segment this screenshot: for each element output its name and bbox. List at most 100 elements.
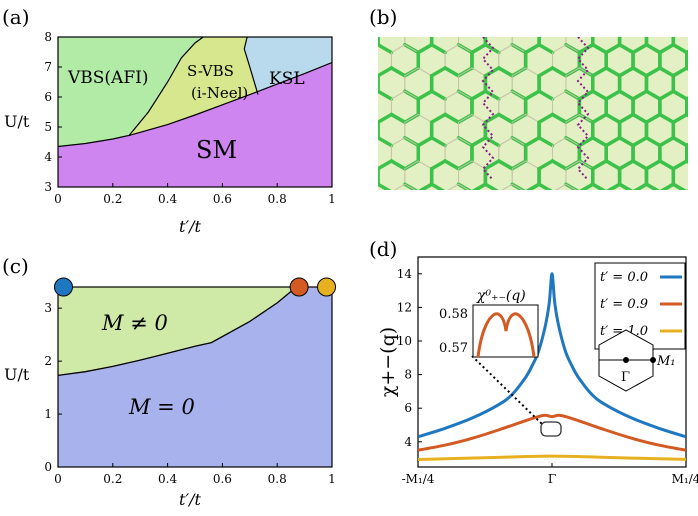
strong-bond xyxy=(604,159,622,171)
y-tick-label: 4 xyxy=(44,150,52,164)
strong-bond xyxy=(646,22,659,30)
strong-bond xyxy=(604,66,622,78)
strong-bond xyxy=(617,182,634,190)
strong-bond xyxy=(684,49,688,55)
x-tick-label: 0.8 xyxy=(268,472,287,486)
strong-bond xyxy=(351,22,364,30)
lattice-cell xyxy=(378,75,379,92)
strong-bond xyxy=(684,96,688,101)
strong-bond xyxy=(606,0,619,6)
panel-c-xlabel: t′/t xyxy=(179,490,201,509)
strong-bond xyxy=(591,112,608,124)
strong-bond xyxy=(472,0,485,6)
strong-bond xyxy=(459,231,472,239)
strong-bond xyxy=(658,43,676,55)
label-m-nonzero: M ≠ 0 xyxy=(101,311,168,335)
strong-bond xyxy=(391,208,404,216)
lattice-cell xyxy=(673,208,698,239)
strong-bond xyxy=(338,115,351,123)
strong-bond xyxy=(593,208,606,216)
strong-bond xyxy=(351,45,364,53)
strong-bond xyxy=(684,112,688,118)
strong-bond xyxy=(617,89,635,101)
strong-bond xyxy=(338,68,351,76)
strong-bond xyxy=(429,159,447,171)
strong-bond xyxy=(483,159,501,171)
panel-c-frame xyxy=(57,286,333,468)
strong-bond xyxy=(553,22,566,30)
strong-bond xyxy=(593,208,606,216)
strong-bond xyxy=(620,22,633,30)
strong-bond xyxy=(671,182,687,190)
strong-bond xyxy=(644,43,662,55)
label-vbs: VBS(AFI) xyxy=(67,68,148,88)
lattice-cell xyxy=(687,231,698,262)
strong-bond xyxy=(391,208,404,216)
lattice-cell xyxy=(593,208,620,239)
strong-bond xyxy=(658,136,676,148)
strong-bond xyxy=(405,208,418,216)
strong-bond xyxy=(472,231,485,239)
strong-bond xyxy=(591,159,608,171)
region-m-nonzero xyxy=(58,287,297,376)
strong-bond xyxy=(378,112,394,124)
strong-bond xyxy=(459,22,472,30)
strong-bond xyxy=(553,22,566,30)
strong-bond xyxy=(537,159,555,171)
strong-bond xyxy=(483,182,499,190)
strong-bond xyxy=(378,182,392,190)
strong-bond xyxy=(351,68,364,76)
strong-bond xyxy=(405,254,418,262)
strong-bond xyxy=(566,208,579,216)
strong-bond xyxy=(631,66,649,78)
strong-bond xyxy=(687,208,698,216)
strong-bond xyxy=(338,22,351,30)
legend: t′ = 0.0t′ = 0.9t′ = 1.0 xyxy=(600,270,682,339)
lattice-cell xyxy=(686,51,688,70)
label-svbs: S-VBS xyxy=(187,62,234,80)
strong-bond xyxy=(671,136,688,148)
strong-bond xyxy=(620,231,633,239)
y-tick-label: 8 xyxy=(404,368,412,382)
panel-c-label: (c) xyxy=(2,254,29,278)
strong-bond xyxy=(378,182,380,187)
strong-bond xyxy=(591,89,608,101)
strong-bond xyxy=(673,231,686,239)
strong-bond xyxy=(671,112,688,124)
strong-bond xyxy=(593,231,606,239)
bz-gamma-label: Γ xyxy=(621,370,630,385)
strong-bond xyxy=(523,136,541,148)
strong-bond xyxy=(684,159,688,164)
y-tick-label: 12 xyxy=(397,300,412,314)
strong-bond xyxy=(338,22,351,30)
y-tick-label: 2 xyxy=(44,354,52,368)
region-svbs xyxy=(129,37,259,136)
strong-bond xyxy=(671,66,688,78)
strong-bond xyxy=(418,0,431,6)
strong-bond xyxy=(526,0,539,6)
strong-bond xyxy=(324,208,337,216)
strong-bond xyxy=(523,43,541,55)
strong-bond xyxy=(351,208,364,216)
panel-d-axes: -M₁/4 Γ M₁/4 4 6 8 10 12 14 xyxy=(397,267,698,486)
lattice-cell xyxy=(338,45,365,76)
boundary-vbs-svbs xyxy=(128,37,204,136)
strong-bond xyxy=(432,231,445,239)
y-tick-label: 4 xyxy=(404,435,412,449)
strong-bond xyxy=(633,182,649,190)
strong-bond xyxy=(418,231,431,239)
strong-bond xyxy=(579,0,592,6)
panel-a-label: (a) xyxy=(2,5,30,29)
strong-bond xyxy=(633,231,646,239)
strong-bond xyxy=(633,231,646,239)
strong-bond xyxy=(633,0,646,6)
strong-bond xyxy=(338,208,351,216)
bz-gamma-point xyxy=(623,357,629,363)
strong-bond xyxy=(539,231,552,239)
strong-bond xyxy=(550,112,568,124)
strong-bond xyxy=(673,22,686,30)
strong-bond xyxy=(351,115,364,123)
strong-bond xyxy=(470,43,488,55)
lattice-cell xyxy=(553,0,580,29)
strong-bond xyxy=(550,66,568,78)
